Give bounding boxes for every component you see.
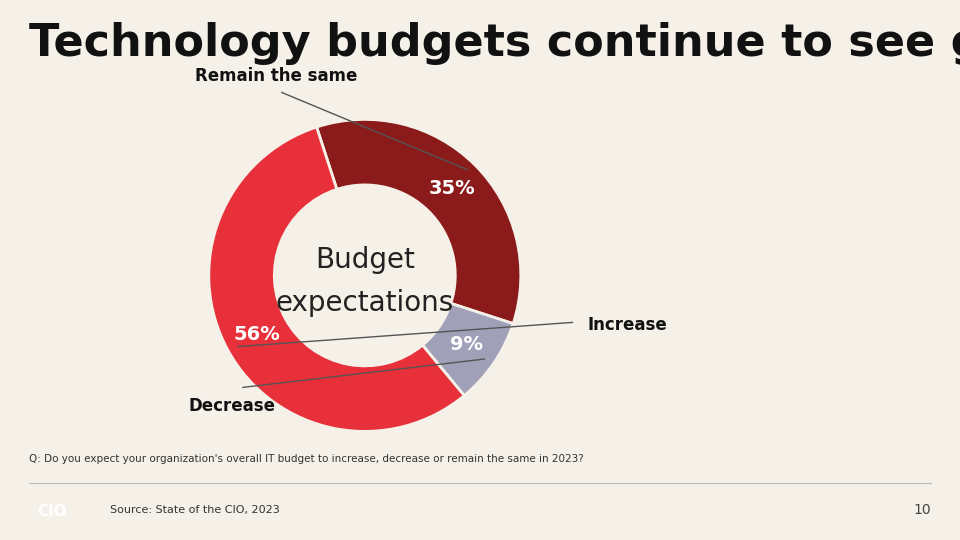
Wedge shape (422, 303, 514, 396)
Text: Remain the same: Remain the same (195, 67, 357, 85)
Wedge shape (317, 119, 520, 323)
Text: expectations: expectations (276, 289, 454, 318)
Text: Increase: Increase (588, 316, 667, 334)
Text: Source: State of the CIO, 2023: Source: State of the CIO, 2023 (110, 505, 280, 515)
Text: 10: 10 (914, 503, 931, 517)
Text: Budget: Budget (315, 246, 415, 274)
Wedge shape (209, 127, 465, 431)
Text: Technology budgets continue to see growth: Technology budgets continue to see growt… (29, 22, 960, 65)
Text: 56%: 56% (233, 325, 280, 345)
Text: Decrease: Decrease (189, 397, 276, 415)
Text: 35%: 35% (428, 179, 475, 198)
Text: Q: Do you expect your organization's overall IT budget to increase, decrease or : Q: Do you expect your organization's ove… (29, 454, 584, 464)
Text: 9%: 9% (450, 335, 483, 354)
Text: CIO: CIO (37, 504, 66, 519)
